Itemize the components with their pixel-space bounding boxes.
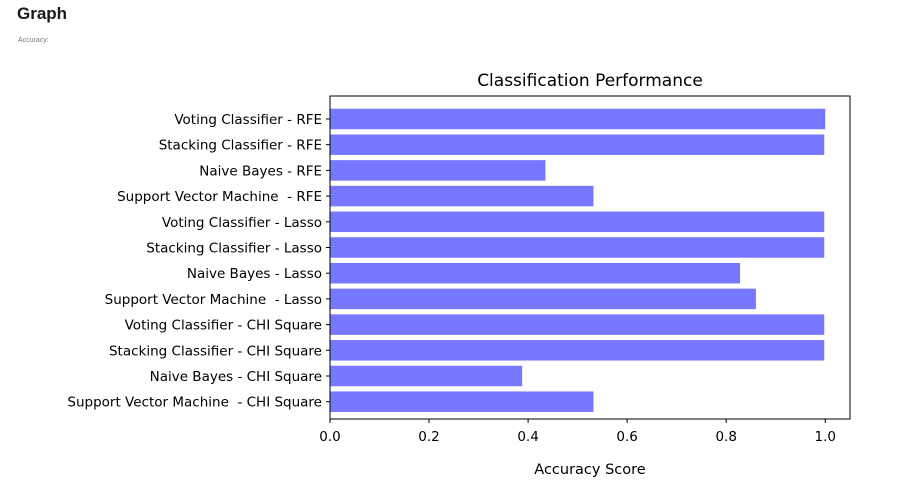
category-labels: Voting Classifier - RFE Stacking Classifi… [67,112,330,411]
x-axis-label: Accuracy Score [534,462,645,478]
category-label-2: Naive Bayes - RFE [199,163,322,179]
x-tick-label-3: 0.6 [616,429,637,445]
category-label-1: Stacking Classifier - RFE [159,138,322,154]
category-label-4: Voting Classifier - Lasso [162,215,322,231]
x-tick-label-5: 1.0 [814,429,835,445]
bar-10 [330,365,523,387]
category-label-7: Support Vector Machine - Lasso [105,292,322,308]
plot-frame [329,95,851,420]
bar-0 [330,108,826,130]
x-tick-label-4: 0.8 [715,429,736,445]
bar-5 [330,237,825,258]
category-label-5: Stacking Classifier - Lasso [146,241,322,257]
bar-11 [330,391,594,412]
x-axis-ticks: 0.0 0.2 0.4 0.6 0.8 1.0 [319,419,836,445]
bar-7 [330,288,756,310]
x-tick-label-1: 0.2 [418,429,439,445]
bar-6 [330,262,741,284]
bar-8 [330,314,825,335]
category-label-8: Voting Classifier - CHI Square [125,318,322,334]
bar-1 [330,134,825,155]
chart-title: Classification Performance [477,71,703,91]
page-title: Graph [17,4,68,23]
bar-3 [330,185,594,207]
category-label-0: Voting Classifier - RFE [174,112,322,128]
category-label-9: Stacking Classifier - CHI Square [109,343,322,359]
bar-2 [330,160,546,181]
accuracy-label: Accuracy: [18,37,49,44]
category-label-6: Naive Bayes - Lasso [187,266,322,282]
bar-9 [330,340,825,361]
x-tick-label-2: 0.4 [517,429,538,445]
x-tick-label-0: 0.0 [319,429,340,445]
category-label-3: Support Vector Machine - RFE [117,189,322,205]
bar-4 [330,211,825,233]
category-label-10: Naive Bayes - CHI Square [150,369,322,385]
bar-group [330,108,826,412]
category-label-11: Support Vector Machine - CHI Square [67,395,322,411]
